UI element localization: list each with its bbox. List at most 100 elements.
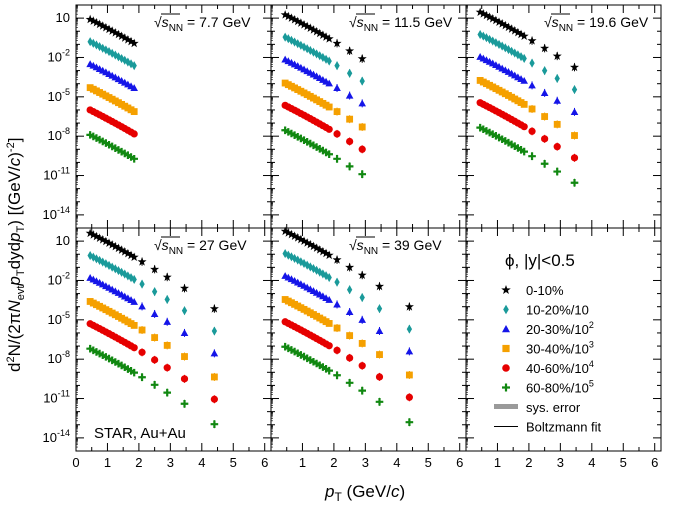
- data-point: [180, 375, 189, 383]
- data-point: [285, 250, 291, 260]
- data-point: [104, 24, 114, 34]
- data-point: [553, 96, 562, 104]
- y-tick-label: 10-14: [43, 428, 70, 445]
- data-point: [375, 373, 384, 381]
- data-point: [151, 356, 159, 364]
- y-axis-end: ]: [5, 138, 24, 143]
- data-point: [359, 76, 365, 86]
- x-tick-label: 2: [525, 455, 532, 470]
- data-point: [312, 243, 322, 252]
- data-point: [483, 33, 490, 43]
- data-point: [283, 11, 293, 21]
- data-point: [98, 21, 108, 30]
- y-tick-base: 10: [56, 233, 70, 248]
- data-point: [528, 152, 536, 160]
- data-point: [528, 81, 536, 89]
- y-axis-T: T: [15, 269, 27, 276]
- y-tick-exp: -5: [62, 310, 70, 320]
- panel-frame: [465, 4, 662, 229]
- data-marks: [85, 7, 580, 429]
- data-point: [130, 155, 138, 163]
- legend-label: 0-10%: [526, 283, 564, 298]
- data-point: [123, 35, 133, 44]
- energy-label: √sNN = 7.7 GeV: [154, 14, 251, 34]
- data-point: [325, 366, 333, 375]
- data-point: [325, 103, 333, 111]
- data-point: [299, 19, 309, 29]
- data-point: [571, 85, 578, 95]
- data-point: [499, 41, 505, 51]
- y-axis-close: ) [(GeV/: [5, 166, 24, 226]
- data-point: [88, 230, 98, 239]
- data-point: [520, 147, 528, 156]
- data-point: [346, 285, 353, 295]
- data-point: [308, 25, 318, 34]
- data-point: [321, 32, 331, 41]
- data-point: [181, 306, 188, 316]
- data-point: [113, 29, 123, 39]
- data-point: [298, 257, 304, 267]
- data-point: [325, 125, 333, 133]
- data-point: [375, 398, 384, 406]
- data-point: [315, 28, 325, 38]
- y-axis-sup2: 2: [5, 356, 17, 362]
- data-point: [529, 58, 535, 68]
- x-tick-label: 0: [72, 455, 79, 470]
- data-point: [345, 379, 354, 387]
- data-point: [298, 40, 304, 50]
- x-tick-label: 6: [456, 455, 463, 470]
- data-point: [317, 51, 323, 61]
- data-point: [541, 66, 548, 76]
- data-point: [324, 34, 334, 43]
- data-point: [295, 39, 301, 49]
- energy-value: = 11.5 GeV: [378, 14, 453, 30]
- data-point: [280, 10, 290, 19]
- data-point: [130, 344, 138, 352]
- data-point: [128, 273, 134, 283]
- x-tick-label: 4: [588, 455, 595, 470]
- y-tick-base: 10: [48, 49, 62, 64]
- data-point: [405, 371, 413, 379]
- legend-label-text: sys. error: [526, 400, 581, 415]
- data-point: [520, 123, 528, 131]
- data-point: [404, 302, 414, 311]
- data-point: [326, 272, 332, 283]
- data-point: [478, 9, 488, 18]
- data-point: [346, 332, 354, 340]
- y-axis-p: p: [5, 276, 24, 286]
- legend-label: 40-60%/104: [526, 359, 594, 376]
- y-axis-d: d: [5, 363, 24, 372]
- y-tick-base: 10: [56, 10, 70, 25]
- x-tick-label: 1: [104, 455, 111, 470]
- data-point: [129, 38, 139, 48]
- data-point: [333, 324, 341, 332]
- data-point: [500, 20, 510, 30]
- data-point: [346, 354, 354, 362]
- data-point: [358, 316, 367, 323]
- y-tick-label: 10: [56, 233, 70, 248]
- data-point: [126, 36, 136, 46]
- energy-value: = 7.7 GeV: [183, 14, 251, 30]
- data-point: [107, 26, 117, 35]
- data-point: [138, 348, 146, 356]
- data-point: [481, 10, 491, 20]
- x-axis-title: pT (GeV/c): [324, 482, 405, 504]
- data-point: [358, 99, 367, 107]
- data-point: [519, 31, 529, 41]
- data-point: [90, 38, 96, 48]
- y-tick-base: 10: [48, 312, 62, 327]
- y-axis-N: N: [5, 300, 24, 313]
- data-point: [137, 257, 147, 266]
- x-tick-label: 5: [230, 455, 237, 470]
- data-point: [150, 310, 159, 318]
- data-point: [283, 228, 293, 237]
- data-point: [497, 19, 507, 28]
- y-tick-label: 10-11: [43, 389, 70, 406]
- y-tick-exp: -2: [62, 270, 70, 280]
- y-tick-base: 10: [43, 168, 57, 183]
- y-tick-base: 10: [48, 351, 62, 366]
- x-tick-label: 3: [362, 455, 369, 470]
- energy-sqrt: √s: [544, 14, 559, 30]
- data-point: [302, 238, 312, 247]
